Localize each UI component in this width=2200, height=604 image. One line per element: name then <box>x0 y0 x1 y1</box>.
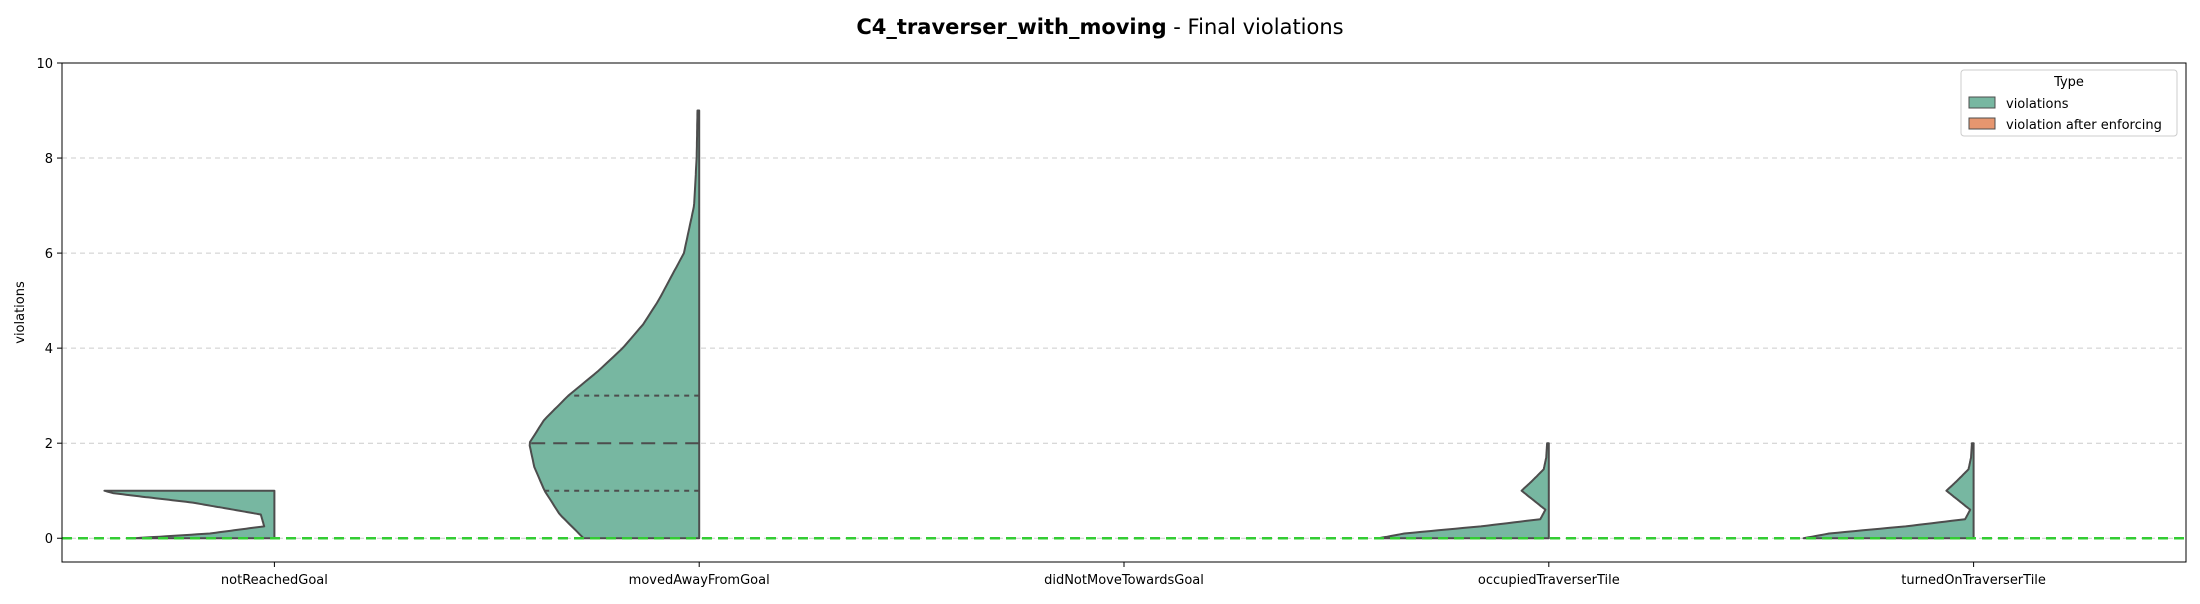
chart-title: C4_traverser_with_moving - Final violati… <box>856 15 1343 39</box>
violin-occupiedTraverserTile <box>1377 442 1550 540</box>
plot-frame <box>61 62 2187 563</box>
legend-entry-label: violation after enforcing <box>2006 118 2162 133</box>
x-tick-label: notReachedGoal <box>221 573 328 588</box>
y-tick-label: 2 <box>45 437 53 452</box>
legend-title: Type <box>2053 75 2084 90</box>
chart-title-rest: - Final violations <box>1167 15 1344 39</box>
x-tick-label: didNotMoveTowardsGoal <box>1044 573 1204 588</box>
x-tick-label: movedAwayFromGoal <box>629 573 770 588</box>
y-tick-label: 0 <box>45 532 53 547</box>
violin-turnedOnTraverserTile <box>1802 442 1975 540</box>
violin-movedAwayFromGoal <box>528 109 701 540</box>
axis-layer: 0 2 4 6 8 10 notReachedGoal movedAwayFromGoal di… <box>36 57 2045 588</box>
y-tick-label: 8 <box>45 152 53 167</box>
y-axis-label: violations <box>13 281 28 344</box>
legend-box <box>1960 69 2178 137</box>
legend-items: violations violation after enforcing <box>1968 96 2162 133</box>
legend-swatch <box>1968 96 1996 109</box>
y-tick-label: 6 <box>45 247 53 262</box>
y-tick-label: 4 <box>45 342 53 357</box>
legend-entry-label: violations <box>2006 97 2069 112</box>
violin-notReachedGoal <box>103 489 276 540</box>
chart-title-bold: C4_traverser_with_moving <box>856 15 1166 39</box>
violin-layer <box>103 109 1975 540</box>
x-tick-label: turnedOnTraverserTile <box>1901 573 2046 588</box>
y-tick-label: 10 <box>36 57 53 72</box>
legend: Type violations violation after enforcing <box>1960 69 2178 137</box>
legend-swatch <box>1968 117 1996 130</box>
x-tick-label: occupiedTraverserTile <box>1478 573 1620 588</box>
grid-layer <box>62 62 2186 539</box>
